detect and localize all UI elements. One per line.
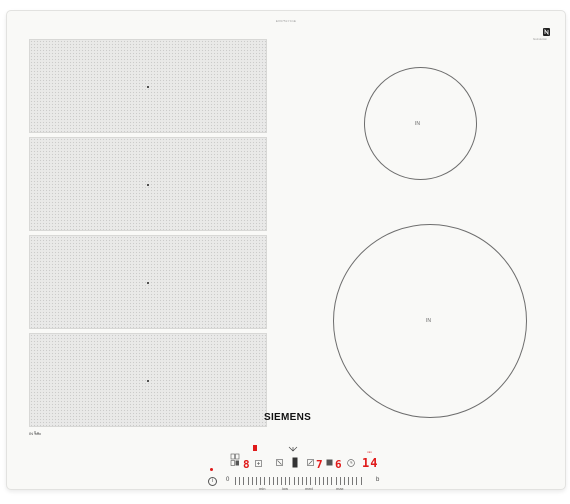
slider-tick bbox=[348, 477, 350, 485]
slider-label-max: max bbox=[336, 486, 344, 491]
slider-tick bbox=[285, 477, 287, 485]
slider-tick bbox=[310, 477, 312, 485]
slider-tick bbox=[335, 477, 337, 485]
timer-unit-label: min bbox=[367, 450, 372, 454]
power-slider[interactable] bbox=[235, 477, 362, 485]
slider-label-low: low bbox=[282, 486, 289, 491]
boost-button[interactable]: b bbox=[376, 477, 380, 483]
brand-logo-caption: flexInduction bbox=[533, 38, 548, 41]
slider-tick bbox=[352, 477, 354, 485]
slider-tick bbox=[306, 477, 308, 485]
flex-zone-4[interactable] bbox=[29, 333, 267, 427]
slider-tick bbox=[327, 477, 329, 485]
slider-tick bbox=[297, 477, 299, 485]
flex-zone-icon bbox=[34, 431, 42, 435]
power-indicator-dot bbox=[210, 468, 213, 471]
slider-tick bbox=[247, 477, 249, 485]
slider-tick bbox=[255, 477, 257, 485]
slider-tick bbox=[272, 477, 274, 485]
slider-label-min: min bbox=[259, 486, 266, 491]
slider-tick bbox=[260, 477, 262, 485]
slider-tick bbox=[251, 477, 253, 485]
slider-tick bbox=[281, 477, 283, 485]
flex-zone-2[interactable] bbox=[29, 137, 267, 231]
slider-zero-button[interactable]: 0 bbox=[226, 477, 230, 483]
power-button[interactable]: i bbox=[208, 477, 217, 486]
flex-zone-label: IN bbox=[29, 431, 42, 436]
timer-clock-icon[interactable] bbox=[347, 459, 355, 467]
model-code: EX675LYC1E bbox=[275, 19, 297, 23]
slider-tick bbox=[289, 477, 291, 485]
slider-tick bbox=[318, 477, 320, 485]
slider-tick bbox=[314, 477, 316, 485]
power-level-display-left: 8 bbox=[243, 458, 250, 471]
cooktop-panel: EX675LYC1E flexInduction IN IN SIEMENS I… bbox=[6, 10, 566, 491]
move-function-icon[interactable] bbox=[255, 460, 262, 467]
slider-tick bbox=[360, 477, 362, 485]
zone-label-bottom: IN bbox=[426, 318, 431, 324]
zone-center-mark bbox=[147, 86, 149, 88]
power-level-display-right-1: 7 bbox=[316, 458, 323, 471]
zone-icon[interactable] bbox=[276, 459, 283, 466]
slider-label-med: med bbox=[305, 486, 313, 491]
slider-tick bbox=[243, 477, 245, 485]
slider-tick bbox=[293, 477, 295, 485]
slider-tick bbox=[339, 477, 341, 485]
flex-zone-3[interactable] bbox=[29, 235, 267, 329]
slider-tick bbox=[264, 477, 266, 485]
slider-tick bbox=[276, 477, 278, 485]
zone-active-marker bbox=[253, 445, 257, 451]
cooking-zone-bottom-right[interactable] bbox=[333, 224, 527, 418]
zone-center-mark bbox=[147, 380, 149, 382]
slider-tick bbox=[331, 477, 333, 485]
slider-tick bbox=[322, 477, 324, 485]
brand-logo-icon bbox=[543, 28, 550, 36]
power-level-display-right-2: 6 bbox=[335, 458, 342, 471]
zone-center-mark bbox=[147, 184, 149, 186]
timer-display: 14 bbox=[362, 456, 379, 470]
zone-center-mark bbox=[147, 282, 149, 284]
flex-zone-column bbox=[29, 39, 267, 431]
flex-mode-icon[interactable] bbox=[292, 457, 298, 468]
zone-icon-right-2[interactable] bbox=[326, 459, 333, 466]
flex-indicator-icon bbox=[288, 446, 298, 452]
flex-zone-1[interactable] bbox=[29, 39, 267, 133]
slider-tick bbox=[343, 477, 345, 485]
touch-control-panel: 8 7 6 min 14 i 0 bbox=[207, 445, 407, 497]
slider-tick bbox=[302, 477, 303, 485]
slider-tick bbox=[268, 477, 270, 485]
power-icon: i bbox=[211, 478, 214, 484]
brand-name: SIEMENS bbox=[264, 412, 312, 423]
cooking-zone-top-right[interactable] bbox=[364, 67, 477, 180]
zone-select-icon[interactable] bbox=[230, 453, 240, 467]
slider-tick bbox=[356, 477, 358, 485]
zone-icon-right[interactable] bbox=[307, 459, 314, 466]
zone-label-top: IN bbox=[415, 121, 420, 127]
slider-tick bbox=[235, 477, 236, 485]
slider-tick bbox=[239, 477, 241, 485]
